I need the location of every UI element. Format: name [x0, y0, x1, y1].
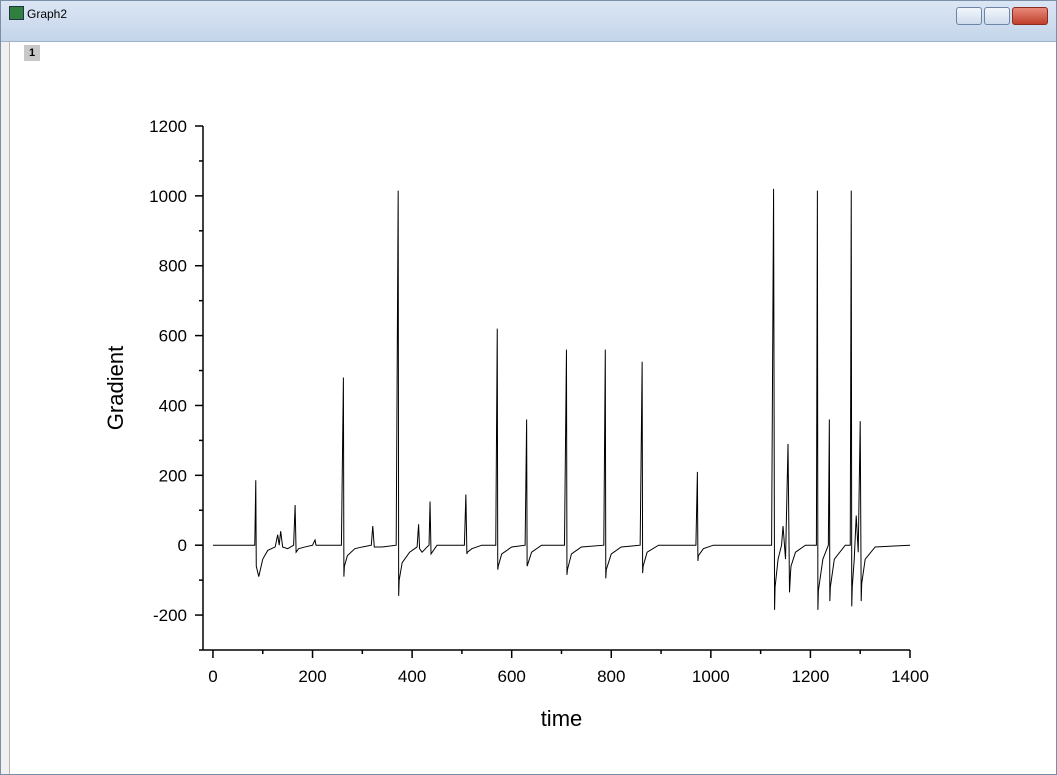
y-tick-label: -200 — [153, 606, 187, 625]
left-border — [1, 42, 10, 774]
y-tick-label: 0 — [178, 536, 187, 555]
x-tick-label: 800 — [597, 667, 625, 686]
x-axis-title: time — [541, 706, 583, 731]
x-tick-label: 0 — [208, 667, 217, 686]
x-tick-label: 1400 — [891, 667, 929, 686]
data-line — [212, 188, 911, 610]
window-title: Graph2 — [27, 7, 68, 21]
maximize-button[interactable] — [984, 7, 1010, 25]
x-tick-label: 200 — [298, 667, 326, 686]
close-button[interactable] — [1012, 7, 1048, 25]
title-bar: Graph2 — [1, 1, 1056, 42]
x-tick-label: 600 — [498, 667, 526, 686]
y-axis-title: Gradient — [103, 346, 128, 430]
window-icon — [9, 6, 24, 20]
y-tick-label: 400 — [159, 396, 187, 415]
y-tick-label: 1200 — [149, 117, 187, 136]
y-tick-label: 200 — [159, 466, 187, 485]
x-tick-label: 1000 — [692, 667, 730, 686]
y-tick-label: 600 — [159, 327, 187, 346]
x-tick-label: 1200 — [792, 667, 830, 686]
minimize-button[interactable] — [956, 7, 982, 25]
x-tick-label: 400 — [398, 667, 426, 686]
layer-tab[interactable]: 1 — [24, 45, 40, 61]
y-tick-label: 1000 — [149, 187, 187, 206]
y-tick-label: 800 — [159, 257, 187, 276]
